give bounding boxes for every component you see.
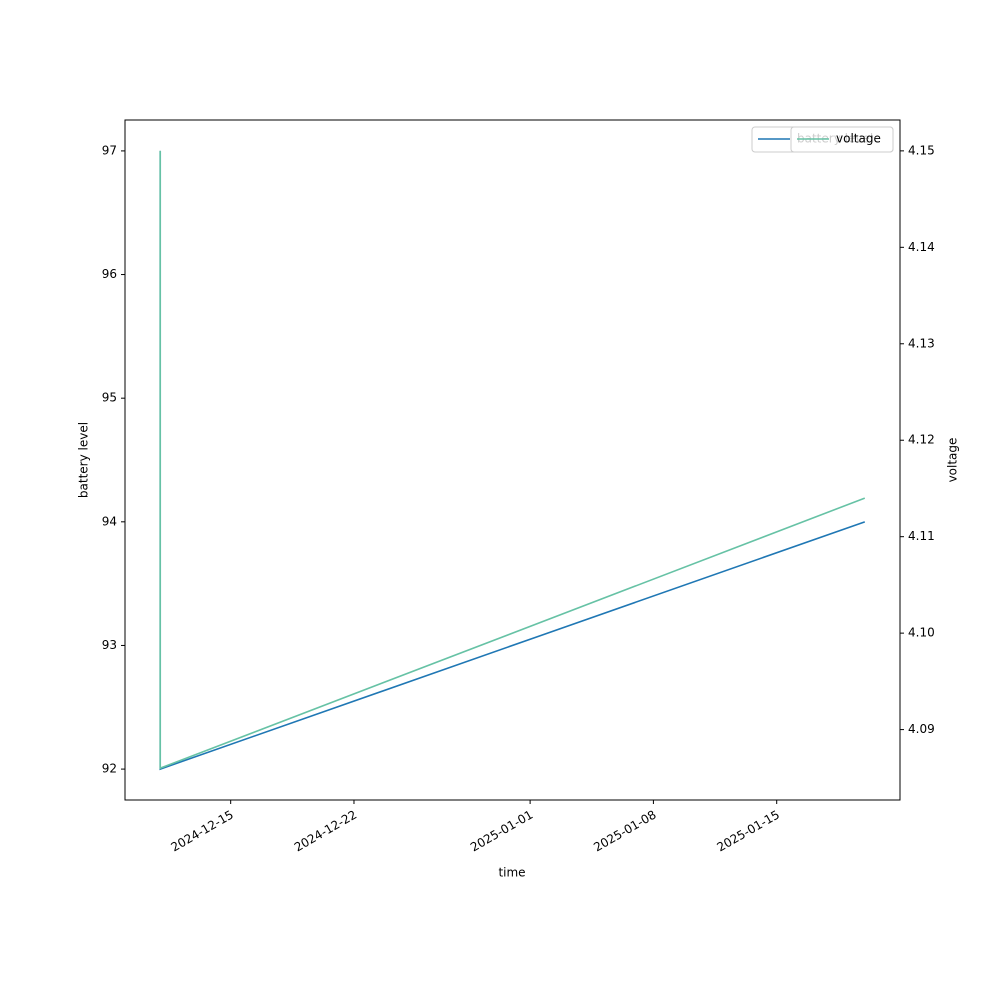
y2-axis-label: voltage [946,438,960,483]
x-tick-label: 2025-01-15 [715,808,782,855]
x-tick-label: 2024-12-22 [292,808,359,855]
x-tick-label: 2025-01-08 [591,808,658,855]
y-tick-label: 95 [102,391,117,405]
x-axis-label: time [498,866,525,880]
x-tick-label: 2025-01-01 [468,808,535,855]
y-tick-label: 92 [102,762,117,776]
y2-tick-label: 4.13 [908,336,935,350]
y2-tick-label: 4.12 [908,433,935,447]
y-axis-label: battery level [77,422,91,498]
y-tick-label: 93 [102,638,117,652]
plot-frame [124,119,901,801]
y2-tick-label: 4.09 [908,722,935,736]
y2-tick-label: 4.10 [908,626,935,640]
legend-box [790,126,894,153]
y-tick-label: 97 [102,143,117,157]
y-tick-label: 96 [102,267,117,281]
y-tick-label: 94 [102,514,117,528]
x-tick-label: 2024-12-15 [169,808,236,855]
y2-tick-label: 4.15 [908,143,935,157]
y2-tick-label: 4.14 [908,240,935,254]
line-series [159,150,866,771]
line-series [159,150,866,770]
legend-label: voltage [836,132,881,146]
y2-tick-label: 4.11 [908,529,935,543]
